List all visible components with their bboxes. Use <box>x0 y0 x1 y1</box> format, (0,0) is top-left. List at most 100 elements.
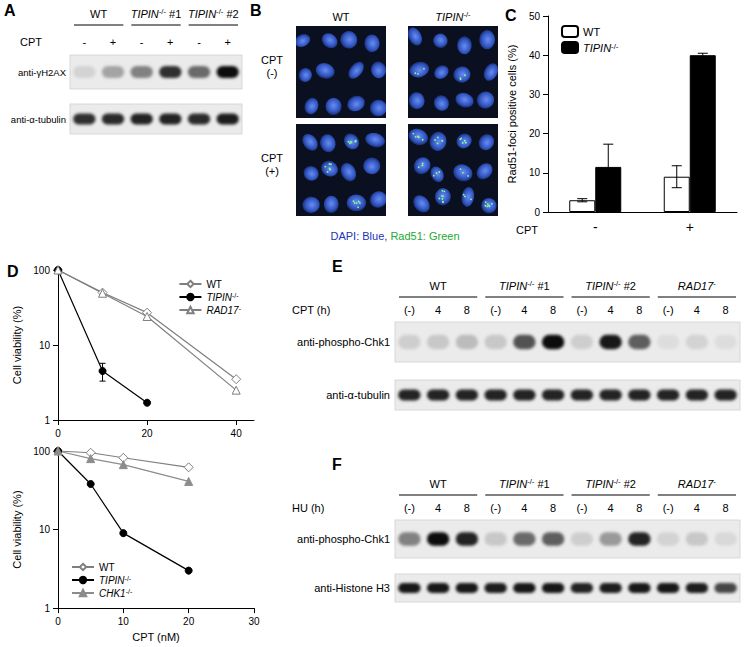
svg-text:anti-phospho-Chk1: anti-phospho-Chk1 <box>297 533 390 545</box>
svg-text:-: - <box>140 36 144 48</box>
svg-text:(-): (-) <box>576 304 587 316</box>
svg-text:4: 4 <box>435 304 441 316</box>
svg-text:WT: WT <box>90 8 107 20</box>
svg-text:WT: WT <box>99 562 115 573</box>
svg-text:TIPIN-/- #2: TIPIN-/- #2 <box>585 477 636 490</box>
svg-text:4: 4 <box>521 502 527 514</box>
svg-text:30: 30 <box>248 616 260 627</box>
svg-text:D: D <box>7 263 19 280</box>
svg-text:Cell viability (%): Cell viability (%) <box>11 490 23 568</box>
svg-text:CPT (h): CPT (h) <box>292 304 330 316</box>
svg-text:0: 0 <box>534 207 540 218</box>
svg-text:8: 8 <box>723 304 729 316</box>
svg-text:anti-α-tubulin: anti-α-tubulin <box>11 114 66 125</box>
svg-text:-: - <box>197 36 201 48</box>
svg-text:-: - <box>593 219 598 235</box>
svg-text:anti-phospho-Chk1: anti-phospho-Chk1 <box>297 336 390 348</box>
svg-text:-: - <box>239 305 242 312</box>
svg-text:(-): (-) <box>490 304 501 316</box>
svg-text:(+): (+) <box>265 165 279 177</box>
svg-text:8: 8 <box>464 304 470 316</box>
svg-text:(-): (-) <box>663 502 674 514</box>
svg-text:WT: WT <box>430 280 447 292</box>
svg-text:A: A <box>4 2 16 19</box>
svg-text:4: 4 <box>608 304 614 316</box>
svg-text:TIPIN: TIPIN <box>583 42 611 54</box>
svg-text:F: F <box>332 456 342 473</box>
svg-text:(-): (-) <box>267 67 278 79</box>
svg-text:20: 20 <box>142 428 154 439</box>
svg-text:1: 1 <box>44 415 50 426</box>
svg-text:DAPI: Blue, Rad51: Green: DAPI: Blue, Rad51: Green <box>330 230 459 242</box>
svg-text:+: + <box>224 36 230 48</box>
svg-text:4: 4 <box>694 502 700 514</box>
svg-text:anti-α-tubulin: anti-α-tubulin <box>326 389 390 401</box>
svg-text:TIPIN: TIPIN <box>99 575 125 586</box>
svg-text:TIPIN-/- #1: TIPIN-/- #1 <box>499 477 550 490</box>
svg-text:8: 8 <box>636 304 642 316</box>
svg-text:10: 10 <box>529 167 541 178</box>
svg-text:CPT: CPT <box>261 152 283 164</box>
svg-text:8: 8 <box>636 502 642 514</box>
svg-text:(-): (-) <box>404 304 415 316</box>
svg-text:40: 40 <box>231 428 243 439</box>
svg-text:B: B <box>250 2 262 19</box>
svg-text:WT: WT <box>332 11 349 23</box>
svg-text:TIPIN-/- #2: TIPIN-/- #2 <box>188 7 239 20</box>
svg-text:10: 10 <box>39 524 51 535</box>
svg-text:WT: WT <box>430 478 447 490</box>
svg-text:20: 20 <box>529 128 541 139</box>
svg-text:10: 10 <box>39 340 51 351</box>
svg-text:20: 20 <box>183 616 195 627</box>
svg-text:CHK1: CHK1 <box>99 588 126 599</box>
svg-text:40: 40 <box>529 50 541 61</box>
svg-text:TIPIN-/- #2: TIPIN-/- #2 <box>585 279 636 292</box>
svg-text:TIPIN-/- #1: TIPIN-/- #1 <box>131 7 182 20</box>
svg-text:8: 8 <box>464 502 470 514</box>
svg-text:-: - <box>82 36 86 48</box>
svg-text:C: C <box>505 7 517 24</box>
svg-text:(-): (-) <box>663 304 674 316</box>
svg-text:(-): (-) <box>404 502 415 514</box>
svg-text:(-): (-) <box>490 502 501 514</box>
svg-text:-/-: -/- <box>126 588 133 595</box>
svg-text:CPT: CPT <box>20 36 42 48</box>
svg-text:100: 100 <box>33 265 50 276</box>
svg-text:anti-Histone H3: anti-Histone H3 <box>314 582 390 594</box>
svg-text:RAD17-: RAD17- <box>678 279 716 292</box>
svg-text:WT: WT <box>206 279 222 290</box>
svg-text:RAD17-: RAD17- <box>678 477 716 490</box>
svg-text:50: 50 <box>529 11 541 22</box>
svg-text:TIPIN-/- #1: TIPIN-/- #1 <box>499 279 550 292</box>
svg-text:100: 100 <box>33 446 50 457</box>
svg-text:-/-: -/- <box>232 292 239 299</box>
svg-text:E: E <box>332 258 343 275</box>
svg-text:-/-: -/- <box>125 575 132 582</box>
svg-text:-/-: -/- <box>611 42 619 51</box>
svg-text:4: 4 <box>435 502 441 514</box>
svg-text:8: 8 <box>550 502 556 514</box>
svg-text:+: + <box>110 36 116 48</box>
svg-text:4: 4 <box>521 304 527 316</box>
svg-text:1: 1 <box>44 603 50 614</box>
svg-text:0: 0 <box>55 428 61 439</box>
svg-text:+: + <box>686 219 694 235</box>
svg-text:Cell viability (%): Cell viability (%) <box>11 306 23 384</box>
svg-text:HU (h): HU (h) <box>292 502 324 514</box>
svg-text:CPT (nM): CPT (nM) <box>132 631 179 643</box>
svg-text:RAD17: RAD17 <box>206 305 239 316</box>
svg-text:4: 4 <box>608 502 614 514</box>
svg-text:10: 10 <box>118 616 130 627</box>
svg-text:+: + <box>167 36 173 48</box>
svg-text:anti-γH2AX: anti-γH2AX <box>18 67 67 78</box>
svg-text:TIPIN: TIPIN <box>206 292 232 303</box>
svg-text:TIPIN-/-: TIPIN-/- <box>435 10 471 23</box>
svg-text:CPT: CPT <box>516 224 538 236</box>
svg-text:WT: WT <box>583 26 600 38</box>
svg-text:0: 0 <box>55 616 61 627</box>
svg-text:4: 4 <box>694 304 700 316</box>
svg-text:CPT: CPT <box>261 54 283 66</box>
svg-text:Rad51-foci positive cells (%): Rad51-foci positive cells (%) <box>506 45 518 184</box>
svg-text:8: 8 <box>723 502 729 514</box>
svg-text:(-): (-) <box>576 502 587 514</box>
